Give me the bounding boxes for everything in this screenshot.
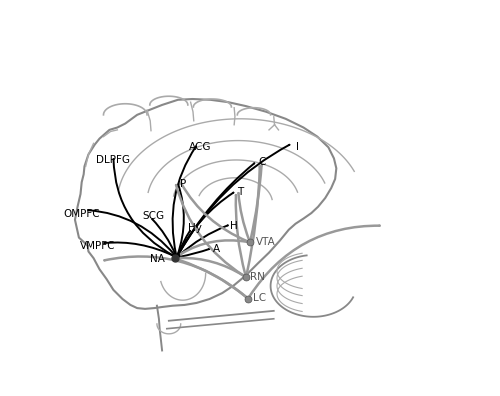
FancyArrowPatch shape [178, 192, 234, 255]
FancyArrowPatch shape [236, 195, 246, 274]
Text: P: P [180, 179, 186, 189]
Text: A: A [213, 244, 220, 255]
FancyArrowPatch shape [152, 219, 176, 255]
FancyArrowPatch shape [178, 145, 290, 255]
Text: NA: NA [150, 254, 164, 265]
FancyArrowPatch shape [104, 242, 174, 256]
Text: Hy: Hy [188, 223, 202, 233]
FancyArrowPatch shape [178, 185, 184, 255]
FancyArrowPatch shape [176, 185, 244, 276]
Text: T: T [237, 187, 243, 197]
Text: RN: RN [250, 272, 266, 282]
FancyArrowPatch shape [179, 225, 228, 255]
FancyArrowPatch shape [181, 183, 248, 241]
Text: VTA: VTA [256, 236, 276, 247]
FancyArrowPatch shape [104, 257, 246, 297]
FancyArrowPatch shape [178, 231, 190, 255]
Text: VMPFC: VMPFC [80, 240, 116, 251]
Text: DLPFG: DLPFG [96, 155, 130, 166]
Text: OMPFC: OMPFC [64, 209, 100, 219]
Text: I: I [296, 141, 299, 152]
FancyArrowPatch shape [114, 159, 174, 256]
FancyArrowPatch shape [172, 147, 196, 255]
Text: ACG: ACG [189, 141, 212, 152]
Text: LC: LC [254, 293, 266, 303]
Text: SCG: SCG [142, 211, 164, 221]
FancyArrowPatch shape [180, 258, 244, 276]
Text: C: C [258, 157, 266, 168]
FancyArrowPatch shape [250, 226, 380, 296]
FancyArrowPatch shape [178, 163, 254, 255]
FancyArrowPatch shape [246, 167, 260, 274]
Text: H: H [230, 221, 238, 231]
FancyArrowPatch shape [238, 193, 249, 240]
FancyArrowPatch shape [180, 249, 209, 257]
FancyArrowPatch shape [88, 210, 175, 255]
FancyArrowPatch shape [181, 240, 248, 254]
FancyArrowPatch shape [250, 166, 262, 240]
FancyArrowPatch shape [180, 260, 246, 297]
